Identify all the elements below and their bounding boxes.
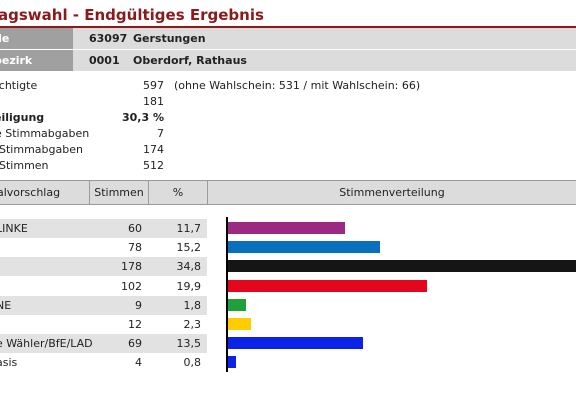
vote-bar (228, 337, 363, 349)
stat-eligible-label: echtigte (0, 79, 38, 92)
vote-bar (228, 260, 576, 272)
party-percent: 2,3 (183, 318, 202, 331)
party-name: asis (0, 356, 18, 369)
party-votes: 78 (128, 241, 142, 254)
party-percent: 0,8 (183, 356, 202, 369)
table-row: 102 19,9 (0, 277, 207, 296)
vote-bar (228, 280, 427, 292)
party-votes: 102 (121, 280, 142, 293)
party-votes: 178 (121, 260, 142, 273)
district-name: Oberdorf, Rathaus (133, 54, 247, 67)
table-row: 78 15,2 (0, 238, 207, 257)
vote-bar (228, 299, 246, 311)
stat-turnout-value: 30,3 % (122, 111, 164, 124)
table-row: LINKE 60 11,7 (0, 219, 207, 238)
page-title: agswahl - Endgültiges Ergebnis (0, 6, 264, 24)
table-row: asis 4 0,8 (0, 353, 207, 372)
col-header-percent: % (149, 181, 208, 204)
municipality-code: 63097 (89, 32, 128, 45)
stat-valid-value: 174 (143, 143, 164, 156)
party-votes: 12 (128, 318, 142, 331)
party-votes: 60 (128, 222, 142, 235)
party-votes: 69 (128, 337, 142, 350)
stat-eligible-value: 597 (143, 79, 164, 92)
vote-bar (228, 318, 251, 330)
municipality-row: de 63097 Gerstungen (0, 28, 576, 49)
table-row: e Wähler/BfE/LAD 69 13,5 (0, 334, 207, 353)
bar-chart-axis (226, 217, 228, 372)
col-header-votes: Stimmen (90, 181, 149, 204)
title-divider (0, 26, 576, 28)
party-name: LINKE (0, 222, 28, 235)
col-header-distribution: Stimmenverteilung (339, 186, 445, 199)
party-votes: 9 (135, 299, 142, 312)
district-label: bezirk (0, 50, 73, 71)
party-percent: 1,8 (183, 299, 202, 312)
stat-voters-value: 181 (143, 95, 164, 108)
table-row: NE 9 1,8 (0, 296, 207, 315)
party-name: e Wähler/BfE/LAD (0, 337, 93, 350)
party-votes: 4 (135, 356, 142, 369)
stat-valid-label: Stimmabgaben (0, 143, 83, 156)
col-header-nomination: alvorschlag (0, 181, 90, 204)
municipality-name: Gerstungen (133, 32, 206, 45)
district-row: bezirk 0001 Oberdorf, Rathaus (0, 50, 576, 71)
vote-bar (228, 222, 345, 234)
district-code: 0001 (89, 54, 120, 67)
stat-turnout-label: eiligung (0, 111, 45, 124)
vote-bar (228, 241, 380, 253)
results-table-header: alvorschlag Stimmen % Stimmenverteilung (0, 180, 576, 205)
table-row: 12 2,3 (0, 315, 207, 334)
stat-votes-value: 512 (143, 159, 164, 172)
stat-votes-label: Stimmen (0, 159, 49, 172)
stat-invalid-value: 7 (157, 127, 164, 140)
stat-invalid-label: e Stimmabgaben (0, 127, 90, 140)
municipality-label: de (0, 28, 73, 49)
party-percent: 19,9 (176, 280, 202, 293)
party-percent: 15,2 (176, 241, 202, 254)
table-row: 178 34,8 (0, 257, 207, 276)
party-name: NE (0, 299, 12, 312)
party-percent: 34,8 (176, 260, 202, 273)
party-percent: 13,5 (176, 337, 202, 350)
party-percent: 11,7 (176, 222, 202, 235)
vote-bar (228, 356, 236, 368)
stat-eligible-note: (ohne Wahlschein: 531 / mit Wahlschein: … (174, 79, 421, 92)
